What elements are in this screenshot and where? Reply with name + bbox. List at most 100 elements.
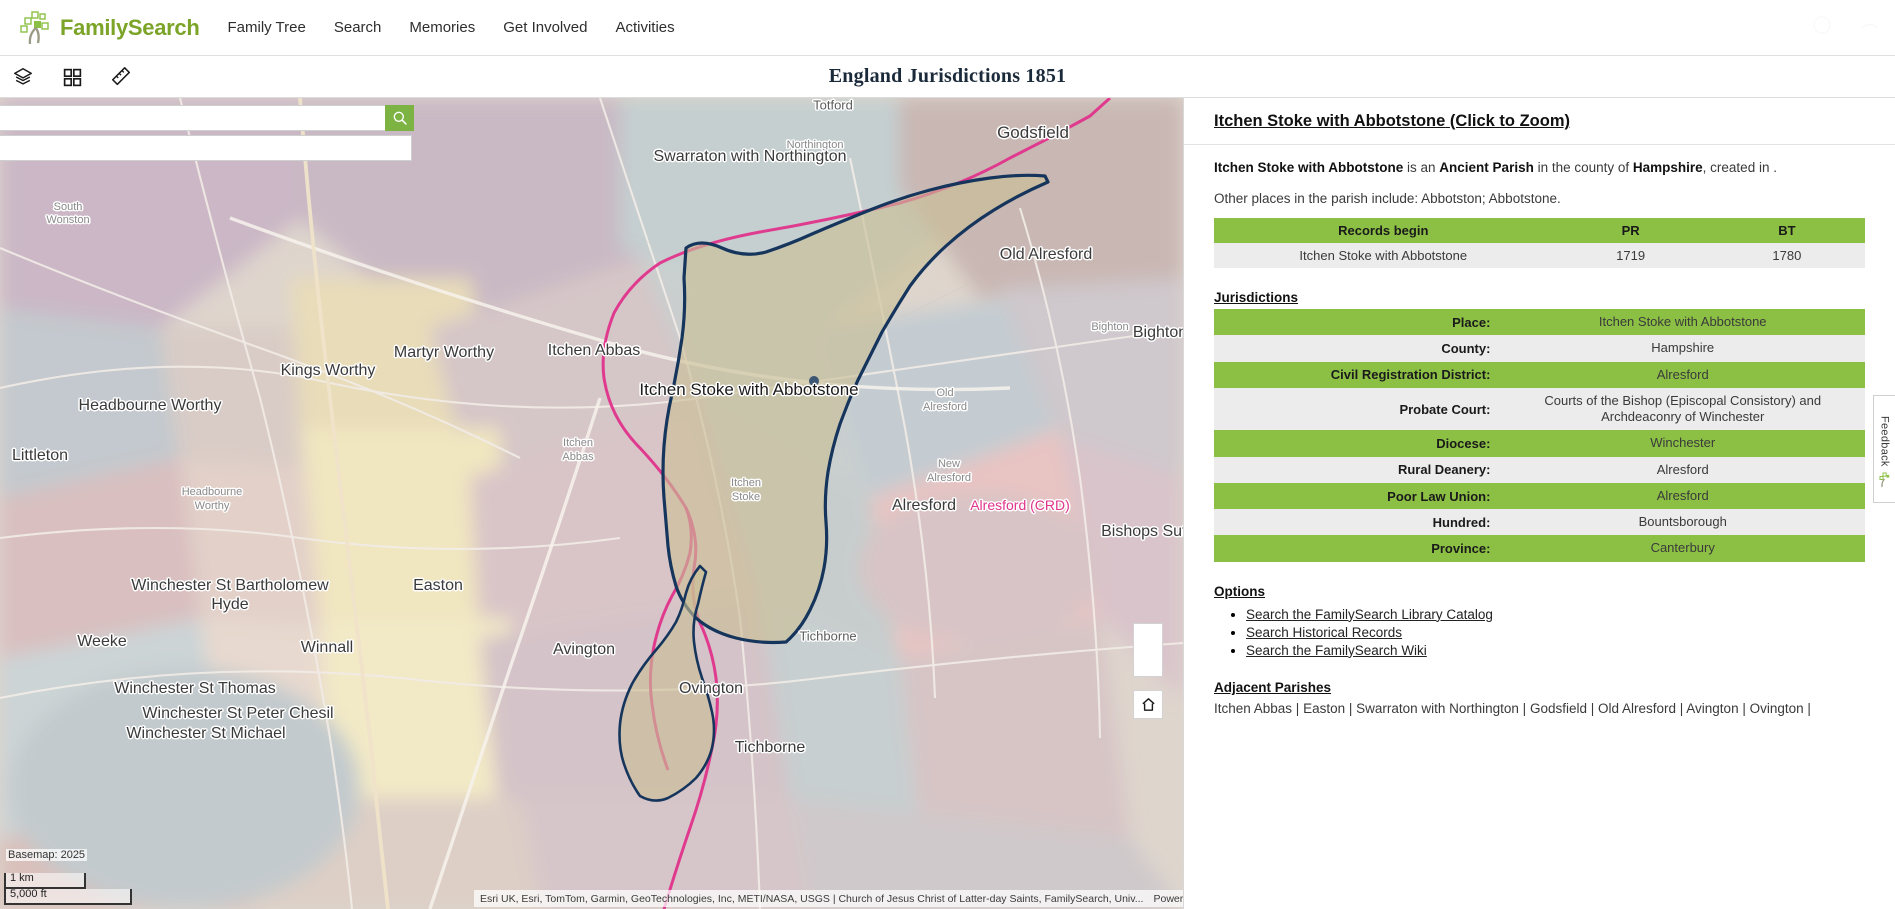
feedback-logo-icon [1878,472,1892,493]
records-begin-table: Records begin PR BT Itchen Stoke with Ab… [1214,218,1865,269]
layers-icon[interactable] [10,64,36,90]
jurisdiction-value: Hampshire [1651,340,1715,356]
table-row: Poor Law Union: Alresford [1214,482,1865,510]
global-header-actions [1811,14,1881,36]
table-row: Probate Court: Courts of the Bishop (Epis… [1214,387,1865,431]
global-nav: Family Tree Search Memories Get Involved… [227,19,674,36]
nav-item-activities[interactable]: Activities [615,19,675,36]
app-bar: England Jurisdictions 1851 [0,56,1895,98]
table-row: Place: Itchen Stoke with Abbotstone [1214,309,1865,336]
table-row: Rural Deanery: Alresford [1214,456,1865,483]
map-search-widget [0,105,414,161]
nav-item-family-tree[interactable]: Family Tree [227,19,306,36]
place-description: Itchen Stoke with Abbotstone is an Ancie… [1214,159,1865,177]
search-button[interactable] [385,105,414,131]
list-item: Search the FamilySearch Library Catalog [1246,607,1865,622]
list-item: Search Historical Records [1246,625,1865,640]
jurisdiction-value: Alresford [1656,366,1709,382]
feedback-tab[interactable]: Feedback [1873,395,1895,503]
global-header: FamilySearch Family Tree Search Memories… [0,0,1895,56]
attribution-text: Esri UK, Esri, TomTom, Garmin, GeoTechno… [480,892,1144,905]
nav-item-memories[interactable]: Memories [409,19,476,36]
measure-ruler-icon[interactable] [108,64,134,90]
records-table-header-row: Records begin PR BT [1214,218,1865,244]
jurisdiction-value: Alresford [1656,487,1709,503]
list-item: Search the FamilySearch Wiki [1246,643,1865,658]
search-icon [393,111,407,125]
desc-mid3: , created in . [1702,160,1777,175]
desc-county: Hampshire [1632,160,1703,175]
family-tree-logo-icon [18,10,58,46]
search-results-dropdown[interactable] [0,135,412,161]
records-header-place: Records begin [1214,218,1553,244]
jurisdiction-label: Poor Law Union: [1387,488,1491,504]
table-row: Itchen Stoke with Abbotstone 1719 1780 [1214,243,1865,269]
table-row: Hundred: Bountsborough [1214,509,1865,536]
records-cell-place: Itchen Stoke with Abbotstone [1299,248,1468,264]
desc-place-name: Itchen Stoke with Abbotstone [1214,160,1404,175]
notifications-icon[interactable] [1811,14,1833,36]
adjacent-parishes-heading: Adjacent Parishes [1214,679,1332,695]
panel-place-title[interactable]: Itchen Stoke with Abbotstone (Click to Z… [1214,112,1570,130]
jurisdiction-label: Province: [1431,541,1491,557]
account-menu-icon[interactable] [1859,14,1881,36]
panel-title-bar: Itchen Stoke with Abbotstone (Click to Z… [1184,98,1895,145]
adjacent-parishes-text: Itchen Abbas | Easton | Swarraton with N… [1214,700,1811,716]
scale-metric-label: 1 km [10,872,34,884]
map-viewport[interactable]: Totford Godsfield Northington Swarraton wit… [0,98,1183,909]
jurisdiction-label: Place: [1452,314,1491,330]
feedback-label: Feedback [1878,416,1891,467]
jurisdiction-value: Winchester [1650,435,1716,451]
scale-bar-imperial: 5,000 ft [4,888,132,905]
desc-place-type: Ancient Parish [1439,160,1534,175]
page-title: England Jurisdictions 1851 [828,65,1067,87]
jurisdiction-value: Canterbury [1650,540,1715,556]
records-header-pr: PR [1552,218,1709,244]
scale-bar-metric: 1 km [4,872,86,889]
scale-bar: 1 km 5,000 ft [4,872,132,905]
option-link-2[interactable]: Search the FamilySearch Wiki [1246,642,1427,658]
map-canvas[interactable] [0,98,1183,909]
basemap-year-label: Basemap: 2025 [6,849,88,861]
map-blank-button[interactable] [1133,623,1163,677]
familysearch-logo[interactable]: FamilySearch [18,10,200,46]
map-attribution: Esri UK, Esri, TomTom, Garmin, GeoTechno… [474,890,1183,907]
basemap-grid-icon[interactable] [59,64,85,90]
jurisdictions-heading: Jurisdictions [1214,290,1299,306]
table-row: Province: Canterbury [1214,535,1865,562]
home-button[interactable] [1133,690,1163,719]
search-input[interactable] [0,105,385,131]
desc-mid1: is an [1403,160,1440,175]
option-link-1[interactable]: Search Historical Records [1246,624,1403,640]
jurisdiction-label: Hundred: [1432,514,1491,530]
map-toolbar [10,56,134,98]
options-heading: Options [1214,583,1265,599]
scale-imperial-label: 5,000 ft [10,888,47,900]
options-list: Search the FamilySearch Library Catalog S… [1214,607,1865,658]
records-cell-pr: 1719 [1616,248,1646,264]
nav-item-search[interactable]: Search [333,19,382,36]
jurisdiction-value: Itchen Stoke with Abbotstone [1598,314,1767,330]
jurisdiction-label: Diocese: [1436,436,1491,452]
jurisdiction-value: Alresford [1656,461,1709,477]
table-row: County: Hampshire [1214,335,1865,362]
desc-mid2: in the county of [1533,160,1633,175]
panel-body: Itchen Stoke with Abbotstone is an Ancie… [1184,145,1895,718]
place-info-panel: Itchen Stoke with Abbotstone (Click to Z… [1183,98,1895,909]
jurisdictions-table: Place: Itchen Stoke with Abbotstone County… [1214,309,1865,562]
jurisdiction-label: Rural Deanery: [1397,462,1491,478]
option-link-0[interactable]: Search the FamilySearch Library Catalog [1246,606,1493,622]
jurisdiction-value: Bountsborough [1638,514,1727,530]
jurisdiction-label: Probate Court: [1399,401,1491,417]
nav-item-get-involved[interactable]: Get Involved [503,19,588,36]
table-row: Civil Registration District: Alresford [1214,361,1865,388]
records-header-bt: BT [1708,218,1865,244]
powered-by-esri: Powered by Esri [1153,892,1183,905]
familysearch-wordmark: FamilySearch [60,14,200,40]
other-places-text: Other places in the parish include: Abbo… [1214,191,1561,207]
jurisdiction-label: Civil Registration District: [1330,367,1491,383]
home-icon [1141,698,1155,711]
jurisdiction-value: Courts of the Bishop (Episcopal Consisto… [1544,392,1822,425]
panel-zoom-hint: (Click to Zoom) [1449,112,1570,130]
